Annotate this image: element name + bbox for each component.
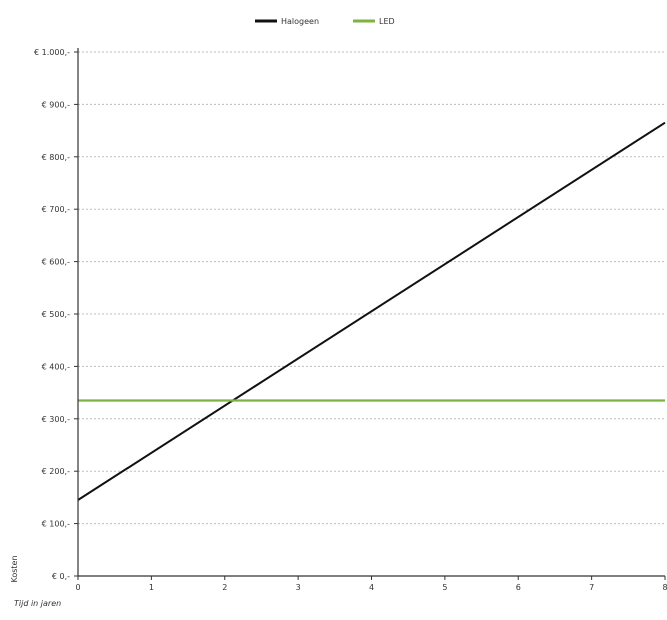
y-tick-label: € 0,-: [52, 572, 70, 581]
y-tick-label: € 500,-: [42, 310, 70, 319]
grid-lines: [78, 51, 665, 525]
axes: € 0,- € 100,- € 200,- € 300,- € 400,- € 500,-…: [34, 48, 667, 592]
y-tick-label: € 300,-: [42, 415, 70, 424]
x-tick-label: 7: [589, 583, 594, 592]
y-tick-label: € 1.000,-: [34, 48, 70, 57]
x-tick-label: 0: [75, 583, 80, 592]
x-tick-label: 6: [516, 583, 521, 592]
legend-label-halogeen: Halogeen: [281, 17, 319, 26]
y-tick-label: € 900,-: [42, 100, 70, 109]
y-tick-label: € 100,-: [42, 520, 70, 529]
series-lines: [77, 121, 666, 501]
x-tick-label: 2: [222, 583, 227, 592]
y-tick-label: € 200,-: [42, 467, 70, 476]
x-tick-label: 3: [296, 583, 301, 592]
legend-label-led: LED: [379, 17, 395, 26]
legend: Halogeen LED: [255, 17, 395, 26]
y-axis-title: Kosten: [10, 555, 19, 582]
y-tick-label: € 600,-: [42, 258, 70, 267]
x-axis-title: Tijd in jaren: [14, 599, 61, 608]
x-tick-label: 1: [149, 583, 154, 592]
x-tick-label: 8: [662, 583, 667, 592]
x-tick-label: 5: [442, 583, 447, 592]
y-tick-label: € 800,-: [42, 153, 70, 162]
y-tick-label: € 700,-: [42, 205, 70, 214]
series-line-halogeen: [77, 121, 666, 501]
y-tick-label: € 400,-: [42, 362, 70, 371]
x-tick-label: 4: [369, 583, 374, 592]
